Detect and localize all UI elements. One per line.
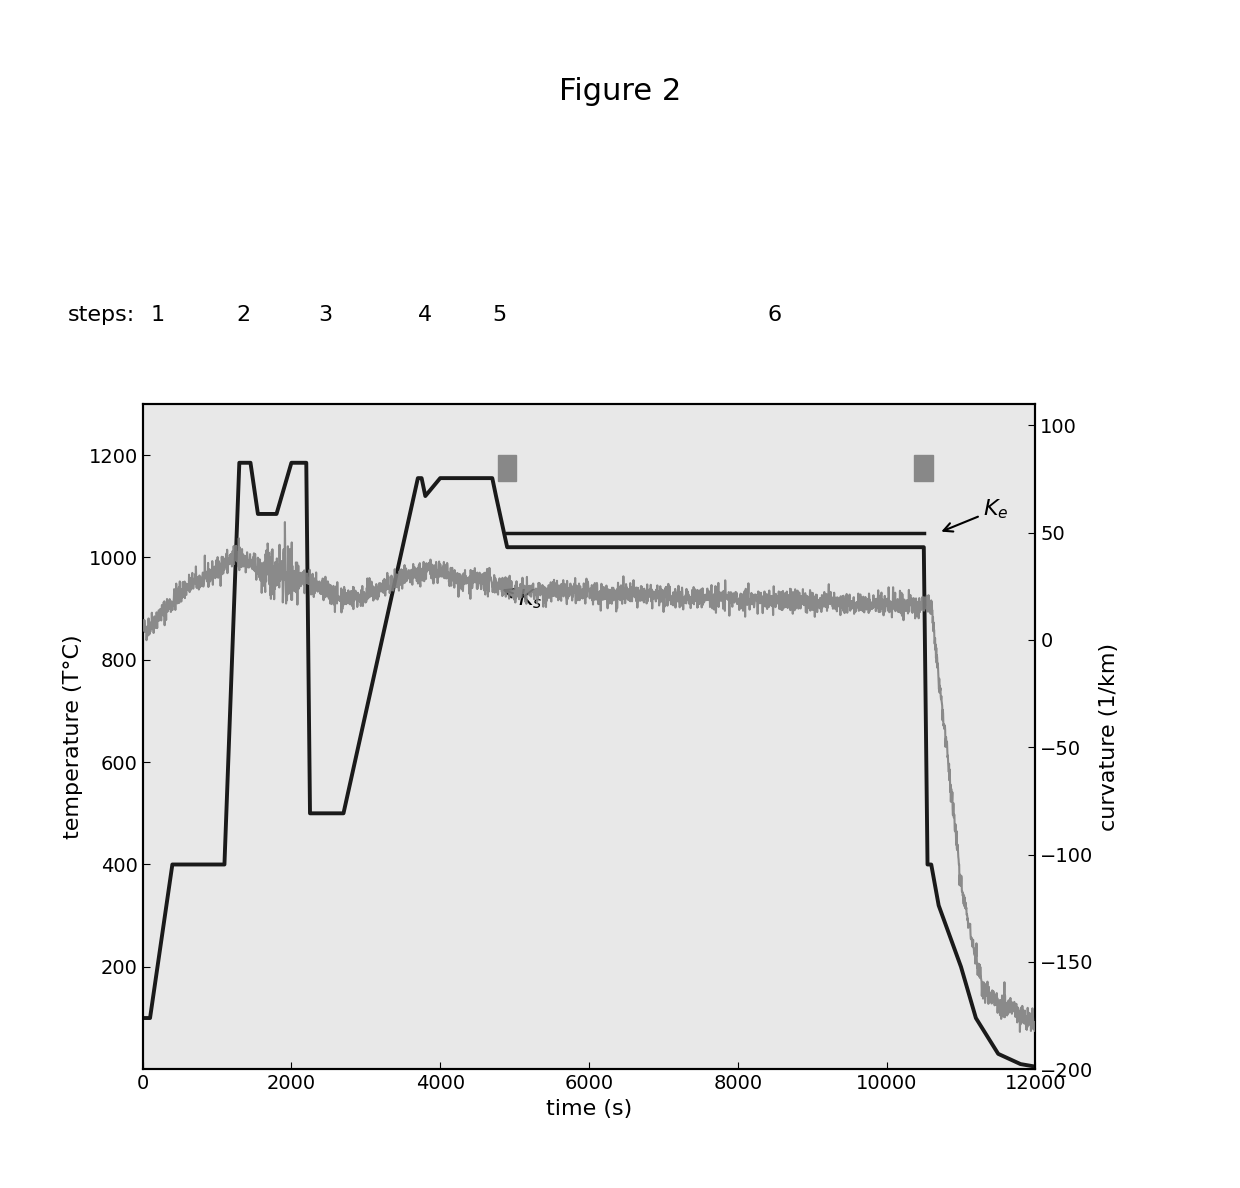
Text: 4: 4 — [418, 305, 433, 324]
Text: 5: 5 — [492, 305, 507, 324]
Text: Figure 2: Figure 2 — [559, 77, 681, 106]
Bar — [914, 455, 932, 481]
Y-axis label: temperature (T°C): temperature (T°C) — [63, 634, 83, 839]
Text: 1: 1 — [150, 305, 165, 324]
Text: steps:: steps: — [68, 305, 135, 324]
X-axis label: time (s): time (s) — [546, 1099, 632, 1119]
Y-axis label: curvature (1/km): curvature (1/km) — [1100, 643, 1120, 830]
Text: 6: 6 — [768, 305, 782, 324]
Text: 3: 3 — [317, 305, 332, 324]
Text: $K_e$: $K_e$ — [944, 498, 1009, 531]
Text: 2: 2 — [236, 305, 250, 324]
Bar — [497, 455, 516, 481]
Text: $K_s$: $K_s$ — [505, 588, 543, 612]
